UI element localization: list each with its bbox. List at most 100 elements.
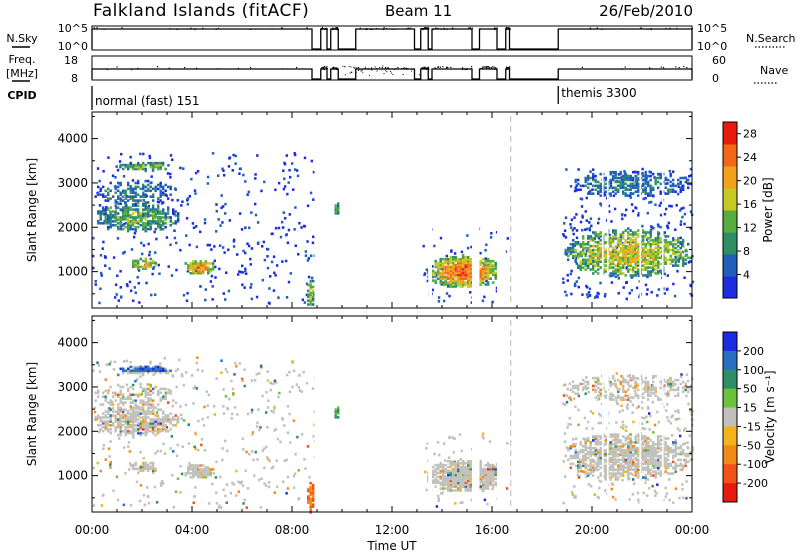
power-echo-cell [142,187,145,191]
power-echo-cell [629,254,632,258]
velocity-echo-cell [167,371,170,375]
velocity-noise-cell [230,412,234,416]
power-echo-cell [159,161,162,165]
velocity-echo-cell [437,467,440,471]
power-echo-cell [119,197,122,200]
velocity-echo-cell [452,481,455,485]
power-echo-cell [592,178,595,182]
velocity-echo-cell [617,464,620,468]
velocity-echo-cell [124,414,127,417]
power-echo-cell [142,195,145,198]
velocity-noise-cell [589,484,593,488]
velocity-echo-cell [452,473,455,477]
velocity-echo-cell [464,483,467,486]
power-noise-cell [218,244,222,248]
power-echo-cell [199,268,202,271]
power-noise-cell [641,171,644,175]
power-echo-cell [682,260,685,264]
power-noise-cell [254,213,258,217]
power-echo-cell [132,259,135,263]
nsky-sample [332,27,334,29]
power-echo-cell [679,252,682,256]
power-echo-cell [209,262,212,265]
velocity-echo-cell [142,425,145,429]
velocity-echo-cell [657,460,660,464]
power-echo-cell [454,283,457,286]
velocity-echo-cell [434,467,437,471]
power-echo-cell [457,277,460,281]
velocity-echo-cell [587,446,590,450]
velocity-echo-cell [167,429,170,433]
velocity-echo-cell [117,406,120,410]
power-noise-cell [173,212,176,216]
velocity-echo-cell [644,474,647,477]
power-echo-cell [154,185,157,189]
power-noise-cell [666,224,669,228]
velocity-echo-cell [592,474,595,477]
power-echo-cell [657,252,660,256]
power-echo-cell [444,269,447,273]
velocity-echo-cell [589,468,592,471]
power-echo-cell [479,271,482,275]
power-echo-cell [669,262,672,266]
velocity-echo-cell [627,464,630,468]
velocity-echo-cell [442,465,445,469]
power-echo-cell [627,248,630,252]
power-echo-cell [452,271,455,275]
power-echo-cell [117,181,120,185]
power-noise-cell [129,289,133,293]
power-echo-cell [142,165,145,169]
power-echo-cell [677,258,680,262]
power-echo-cell [162,220,165,223]
power-echo-cell [107,225,110,229]
velocity-echo-cell [584,452,587,456]
power-echo-cell [624,194,627,197]
power-echo-cell [489,263,492,267]
power-echo-cell [594,264,597,267]
velocity-echo-cell [629,452,632,456]
power-echo-cell [614,186,617,190]
nave-sample [282,68,284,70]
velocity-echo-cell [619,458,622,462]
power-echo-cell [177,212,180,215]
velocity-noise-cell [641,416,644,420]
power-echo-cell [159,210,162,213]
velocity-noise-cell [134,404,138,408]
power-noise-cell [575,280,578,283]
power-echo-cell [462,269,465,273]
power-echo-cell [137,214,140,217]
power-echo-cell [564,252,567,256]
power-echo-cell [659,182,662,186]
velocity-echo-cell [644,452,647,456]
velocity-echo-cell [154,371,157,375]
velocity-echo-cell [454,479,457,483]
power-echo-cell [124,201,127,204]
power-echo-cell [664,186,667,190]
velocity-echo-cell [482,471,485,475]
velocity-echo-cell [442,475,445,479]
power-echo-cell [649,254,652,258]
velocity-noise-cell [242,502,245,505]
nsky-sample [321,27,323,30]
velocity-echo-cell [129,418,132,421]
power-echo-cell [652,266,655,269]
power-echo-cell [457,271,460,275]
power-echo-cell [482,279,485,282]
velocity-echo-cell [647,458,650,462]
velocity-noise-cell [677,409,680,412]
velocity-echo-cell [437,471,440,475]
power-echo-cell [624,188,627,192]
power-noise-cell [573,282,577,286]
velocity-echo-cell [454,475,457,479]
velocity-echo-cell [652,448,655,452]
power-noise-cell [284,233,288,237]
power-echo-cell [459,261,462,265]
power-echo-cell [609,172,612,176]
velocity-echo-cell [197,473,200,477]
velocity-noise-cell [444,459,447,462]
velocity-echo-cell [592,435,595,438]
velocity-echo-cell [479,467,482,471]
power-echo-cell [609,240,612,244]
velocity-echo-cell [462,461,465,465]
power-echo-cell [632,233,635,236]
